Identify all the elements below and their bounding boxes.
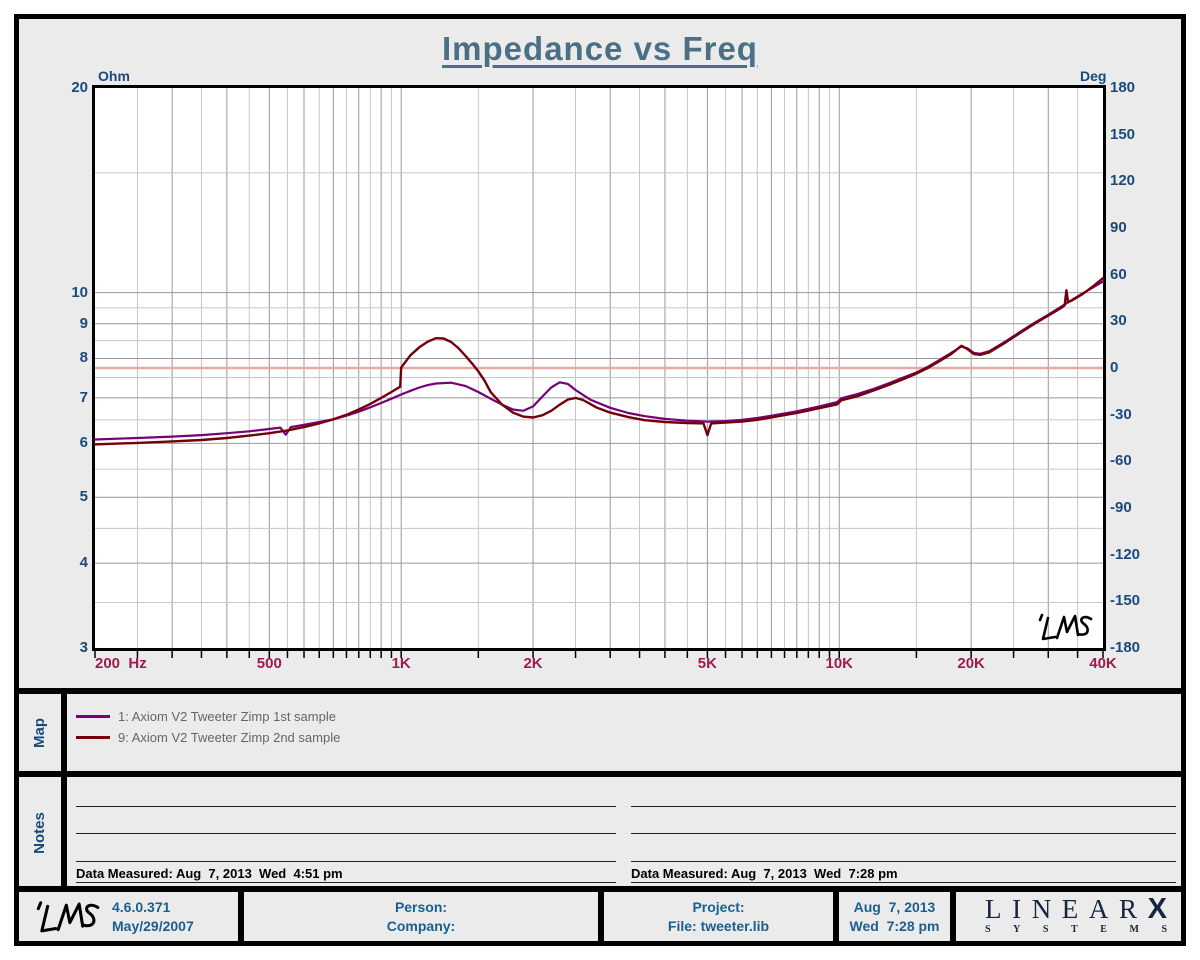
note-line xyxy=(76,833,616,834)
brand-x: X xyxy=(1147,893,1167,925)
lms-logo-footer-icon xyxy=(36,901,100,933)
right-axis-tick: 30 xyxy=(1110,312,1127,330)
legend-label: 9: Axiom V2 Tweeter Zimp 2nd sample xyxy=(118,730,341,745)
left-axis-tick: 5 xyxy=(79,488,88,506)
note-line xyxy=(631,806,1176,807)
brand-letter: I xyxy=(1012,894,1022,924)
footer-date-cell: Aug 7, 2013 Wed 7:28 pm xyxy=(839,892,950,941)
x-axis-tick: 500 xyxy=(256,655,282,672)
left-axis-tick: 7 xyxy=(79,388,88,406)
footer-version: 4.6.0.371 xyxy=(112,898,171,915)
right-axis-tick: 120 xyxy=(1110,172,1136,190)
left-axis-tick: 10 xyxy=(71,283,88,301)
notes-label-divider xyxy=(61,771,67,892)
impedance-curve-1 xyxy=(93,280,1105,441)
legend-list: 1: Axiom V2 Tweeter Zimp 1st sample 9: Ax… xyxy=(76,706,340,748)
x-axis-tick: 5K xyxy=(697,655,717,672)
x-axis-tick: 40K xyxy=(1089,655,1117,672)
legend-label: 1: Axiom V2 Tweeter Zimp 1st sample xyxy=(118,709,336,724)
brand-letter: S xyxy=(1042,924,1049,935)
impedance-curve-2 xyxy=(93,276,1105,446)
note-line xyxy=(631,833,1176,834)
brand-letter: R xyxy=(1118,894,1137,924)
legend-swatch-icon xyxy=(76,715,110,718)
footer-person-label: Person: xyxy=(394,898,448,915)
footer-divider-3 xyxy=(833,886,839,941)
x-axis-tick: 200 Hz xyxy=(95,655,147,672)
data-measured-left: Data Measured: Aug 7, 2013 Wed 4:51 pm xyxy=(76,866,343,881)
right-axis-tick: 150 xyxy=(1110,125,1136,143)
right-axis-tick: 60 xyxy=(1110,265,1127,283)
brand-letter: E xyxy=(1061,894,1079,924)
footer-company-label: Company: xyxy=(386,917,456,934)
footer-date: Aug 7, 2013 xyxy=(853,898,936,915)
footer-project-cell: Project: File: tweeter.lib xyxy=(604,892,833,941)
brand-letter: T xyxy=(1071,924,1078,935)
brand-letter: A xyxy=(1088,894,1109,924)
left-axis-tick: 20 xyxy=(71,79,88,96)
footer-file-label: File: tweeter.lib xyxy=(667,917,770,934)
x-axis-tick: 20K xyxy=(957,655,985,672)
note-line xyxy=(631,882,1176,883)
x-axis-tick: 10K xyxy=(825,655,854,672)
separator-chart-map xyxy=(19,688,1181,694)
right-axis-tick: -30 xyxy=(1110,405,1132,423)
right-axis-tick: 0 xyxy=(1110,359,1119,376)
separator-map-notes xyxy=(19,771,1181,777)
note-line xyxy=(76,806,616,807)
right-axis-tick: 90 xyxy=(1110,219,1127,236)
chart-title: Impedance vs Freq xyxy=(442,30,758,67)
right-axis-tick: 180 xyxy=(1110,79,1136,96)
plot-svg xyxy=(93,88,1105,658)
data-measured-right: Data Measured: Aug 7, 2013 Wed 7:28 pm xyxy=(631,866,898,881)
left-axis-unit: Ohm xyxy=(98,68,130,84)
note-line xyxy=(76,882,616,883)
map-label-divider xyxy=(61,688,67,777)
left-axis-tick: 9 xyxy=(79,314,88,332)
right-axis-unit: Deg xyxy=(1080,68,1107,84)
footer-project-label: Project: xyxy=(692,898,745,915)
brand-letter: E xyxy=(1100,924,1107,935)
right-axis-tick: -180 xyxy=(1110,639,1141,656)
note-line xyxy=(76,861,616,862)
legend-swatch-icon xyxy=(76,736,110,739)
footer-time: Wed 7:28 pm xyxy=(849,917,940,934)
legend-row: 1: Axiom V2 Tweeter Zimp 1st sample xyxy=(76,706,340,727)
left-axis-tick: 8 xyxy=(79,349,88,367)
brand-letter: S xyxy=(1161,924,1167,935)
right-axis-tick: -150 xyxy=(1110,592,1141,610)
brand-letter: M xyxy=(1129,924,1139,935)
left-axis-tick: 3 xyxy=(79,639,88,656)
right-axis-tick: -90 xyxy=(1110,499,1132,516)
x-axis-tick: 2K xyxy=(523,655,543,672)
lms-logo-plot-icon xyxy=(1038,613,1093,641)
footer-divider-2 xyxy=(598,886,604,941)
left-axis-tick: 6 xyxy=(79,434,88,452)
footer-person-cell: Person: Company: xyxy=(244,892,598,941)
right-axis-tick: -60 xyxy=(1110,452,1132,470)
x-axis-tick: 1K xyxy=(391,655,411,672)
brand-letter: N xyxy=(1031,894,1052,924)
notes-section-label: Notes xyxy=(31,812,48,854)
footer-divider-1 xyxy=(238,886,244,941)
brand-letter: S xyxy=(985,924,991,935)
brand-letter: L xyxy=(985,894,1002,924)
footer-version-cell: 4.6.0.371 May/29/2007 xyxy=(112,892,232,941)
left-axis-tick: 4 xyxy=(79,554,88,572)
brand-letter: Y xyxy=(1013,924,1021,935)
footer-divider-4 xyxy=(950,886,956,941)
right-axis-tick: -120 xyxy=(1110,545,1141,563)
note-line xyxy=(631,861,1176,862)
map-section-label: Map xyxy=(31,718,48,748)
footer-version-date: May/29/2007 xyxy=(112,917,194,934)
legend-row: 9: Axiom V2 Tweeter Zimp 2nd sample xyxy=(76,727,340,748)
plot-area xyxy=(92,85,1106,658)
